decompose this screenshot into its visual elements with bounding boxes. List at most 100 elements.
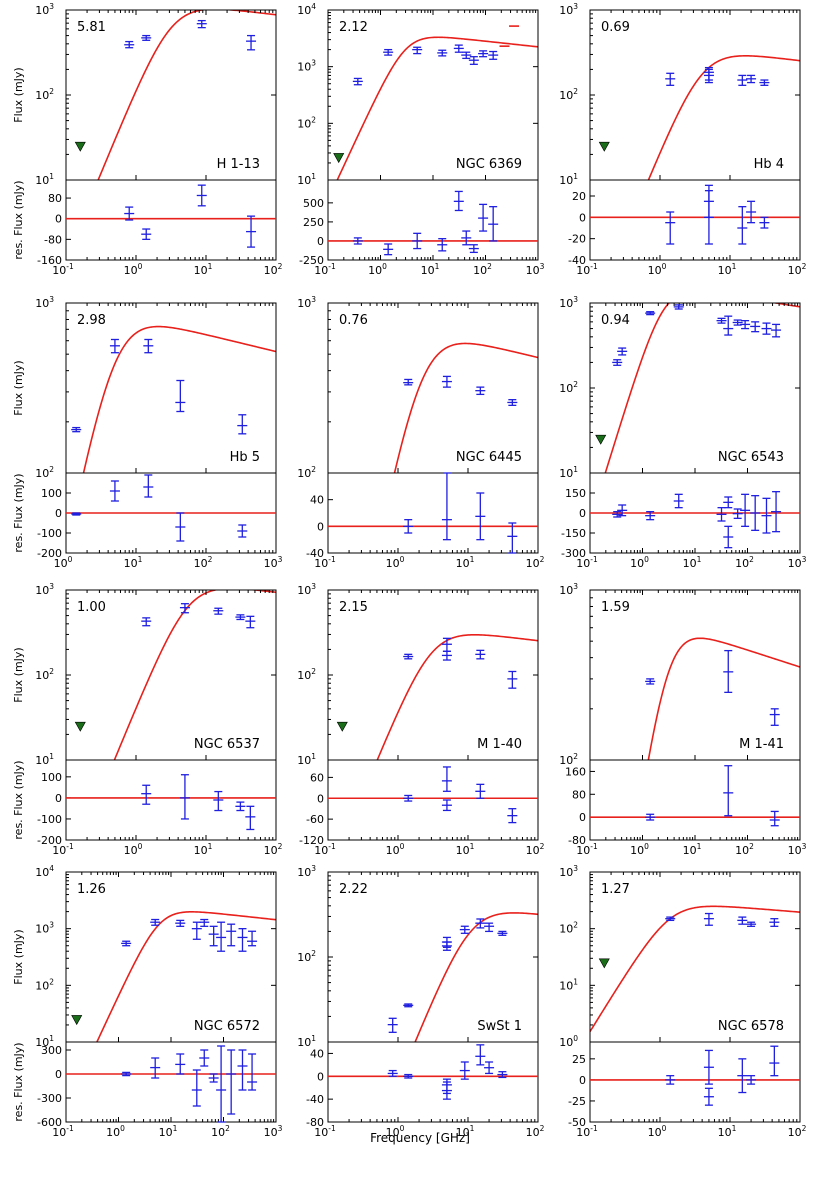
residual-axes	[327, 759, 539, 841]
residual-point	[475, 492, 486, 541]
y-tick-label: 101	[297, 752, 316, 767]
data-point	[237, 928, 248, 952]
x-tick-label: 101	[124, 555, 143, 570]
data-point	[771, 323, 782, 338]
x-tick-label: 102	[473, 262, 492, 277]
res-y-tick-label: 40	[310, 494, 324, 507]
residual-point	[441, 1078, 452, 1095]
residual-point	[475, 1044, 486, 1066]
data-point	[226, 923, 237, 947]
data-point	[245, 615, 256, 629]
x-tick-label: 102	[211, 1124, 230, 1139]
panel-ngc-6369: 10-1 100 101 102 103101102103104-25002505002…	[297, 2, 544, 277]
residual-point	[141, 228, 152, 241]
spectral-index-label: 1.00	[77, 600, 106, 615]
flux-axes	[65, 302, 277, 474]
residual-point	[507, 522, 518, 554]
data-point	[383, 48, 394, 56]
data-point	[497, 930, 508, 936]
residual-point	[150, 1057, 161, 1079]
spectral-index-label: 1.27	[601, 882, 630, 897]
y-tick-label: 102	[559, 380, 578, 395]
x-tick-label: 103	[788, 842, 807, 857]
object-name-label: SwSt 1	[477, 1019, 522, 1034]
residual-point	[191, 1069, 202, 1107]
res-y-tick-label: -200	[37, 834, 62, 847]
res-y-tick-label: 0	[55, 1068, 62, 1081]
flux-axes	[327, 871, 539, 1043]
residual-point	[771, 491, 782, 533]
x-tick-label: 101	[194, 262, 213, 277]
panel-swst-1: 10-1 100 101 102101102103-80-400402.22SwSt …	[297, 864, 544, 1139]
residual-point	[488, 206, 499, 242]
data-point	[665, 72, 676, 86]
x-tick-label: 103	[526, 262, 545, 277]
res-y-tick-label: -60	[306, 813, 324, 826]
spectral-index-label: 2.15	[339, 600, 368, 615]
residual-point	[769, 810, 780, 827]
x-tick-label: 103	[264, 555, 283, 570]
y-tick-label: 102	[297, 949, 316, 964]
data-point	[723, 649, 734, 694]
res-y-tick-label: 0	[317, 520, 324, 533]
upper-limit-marker	[71, 1015, 83, 1026]
res-y-tick-label: -200	[37, 547, 62, 560]
residual-point	[665, 211, 676, 245]
object-name-label: NGC 6578	[718, 1019, 784, 1034]
flux-axes	[589, 589, 801, 761]
data-point	[441, 650, 452, 661]
data-point	[199, 918, 210, 927]
residual-point	[226, 1049, 237, 1115]
data-point	[412, 46, 423, 55]
y-tick-label: 103	[35, 2, 54, 17]
residual-point	[199, 1049, 210, 1067]
res-y-tick-label: -80	[306, 1116, 324, 1129]
upper-limit-marker	[333, 153, 345, 164]
flux-axes	[65, 9, 277, 181]
flux-axes	[327, 9, 539, 181]
y-tick-label: 100	[559, 1034, 578, 1049]
upper-limit-marker	[336, 721, 348, 732]
residual-point	[507, 808, 518, 824]
spectral-index-label: 1.59	[601, 600, 630, 615]
model-curve	[336, 36, 538, 180]
data-point	[703, 68, 714, 84]
data-point	[475, 649, 486, 660]
x-tick-label: 101	[718, 1124, 737, 1139]
residual-point	[703, 1087, 714, 1106]
residual-axes	[327, 472, 539, 554]
res-y-tick-label: 0	[55, 507, 62, 520]
res-y-tick-label: -150	[561, 527, 586, 540]
flux-axes	[65, 589, 277, 761]
res-y-tick-label: -100	[37, 813, 62, 826]
residual-point	[237, 1049, 248, 1091]
data-point	[507, 399, 518, 407]
data-point	[459, 925, 470, 934]
res-y-tick-label: 150	[565, 487, 586, 500]
data-point	[759, 79, 770, 86]
x-tick-label: 102	[735, 555, 754, 570]
panel-ngc-6543: 10-1 100 101 102 103101102103-300-15001500.9…	[559, 295, 806, 570]
y-tick-label: 103	[35, 295, 54, 310]
flux-axes	[589, 871, 801, 1043]
residual-axes	[589, 759, 801, 841]
residual-point	[645, 511, 656, 521]
model-curve	[97, 10, 276, 180]
res-y-tick-label: -40	[306, 1093, 324, 1106]
x-tick-label: 102	[788, 262, 807, 277]
res-y-tick-label: -80	[44, 233, 62, 246]
res-y-tick-label: -25	[568, 1095, 586, 1108]
model-curve	[113, 590, 276, 760]
residual-point	[665, 1075, 676, 1085]
residual-axes	[589, 1041, 801, 1123]
residual-axes	[65, 759, 277, 841]
data-point	[191, 921, 202, 940]
flux-axes	[327, 589, 539, 761]
flux-axis-label: Flux (mJy)	[12, 67, 25, 122]
residual-point	[412, 232, 423, 250]
data-point	[150, 918, 161, 926]
y-tick-label: 103	[559, 864, 578, 879]
residual-point	[246, 215, 257, 248]
residual-axes	[327, 1041, 539, 1123]
